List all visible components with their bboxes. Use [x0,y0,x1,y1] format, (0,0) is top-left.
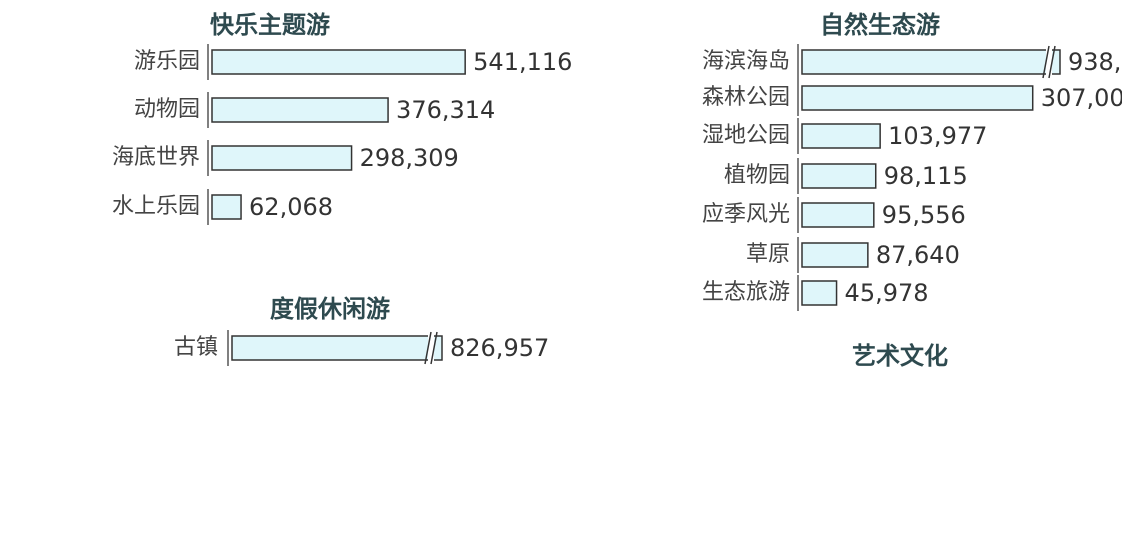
value-label: 98,115 [884,162,968,190]
category-label: 海底世界 [112,145,200,170]
value-label: 938,020 [1068,48,1122,76]
category-label: 古镇 [174,335,218,360]
break-mark [424,331,432,365]
category-label: 动物园 [134,97,200,122]
bar [801,242,869,268]
bar [801,123,881,149]
break-gap [428,332,434,364]
panel-title: 度假休闲游 [270,295,390,323]
panel-title: 快乐主题游 [210,11,330,39]
value-label: 298,309 [360,144,459,172]
break-gap [1046,46,1052,78]
bar [211,49,466,75]
category-label: 海滨海岛 [702,49,790,74]
value-label: 87,640 [876,241,960,269]
bar [801,163,877,189]
value-label: 376,314 [396,96,495,124]
bar [801,49,1061,75]
bar [231,335,443,361]
bar [801,280,838,306]
category-label: 草原 [746,242,790,267]
value-label: 307,000 [1041,84,1122,112]
category-label: 应季风光 [702,202,790,227]
break-mark [1042,45,1050,79]
category-label: 植物园 [724,163,790,188]
category-label: 水上乐园 [112,194,200,219]
value-label: 826,957 [450,334,549,362]
category-label: 湿地公园 [702,123,790,148]
category-label: 游乐园 [134,49,200,74]
value-label: 95,556 [882,201,966,229]
break-mark [1048,45,1056,79]
value-label: 541,116 [473,48,572,76]
category-label: 生态旅游 [702,280,790,305]
panel-title: 自然生态游 [820,11,940,39]
bar [211,97,389,123]
category-label: 森林公园 [702,85,790,110]
value-label: 45,978 [845,279,929,307]
bar [801,85,1034,111]
bar [211,194,242,220]
bar [801,202,875,228]
value-label: 62,068 [249,193,333,221]
panel-title: 艺术文化 [852,342,948,370]
break-mark [430,331,438,365]
value-label: 103,977 [888,122,987,150]
bar [211,145,353,171]
